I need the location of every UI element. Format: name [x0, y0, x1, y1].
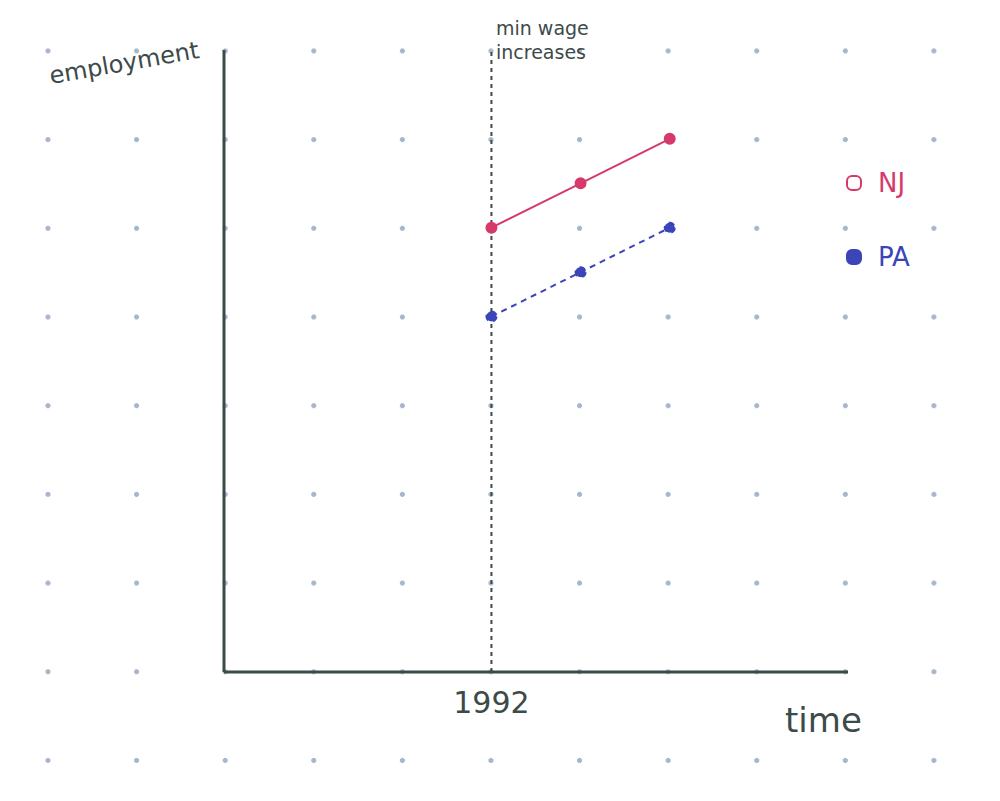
html-text:NJ: NJ	[878, 168, 906, 198]
html-text:time: time	[785, 700, 862, 740]
html-text:min wage increases: min wage increases	[496, 17, 589, 63]
html-text:employment: employment	[47, 36, 202, 90]
svg-text:1992: 1992	[453, 685, 529, 720]
html-text:PA: PA	[878, 242, 910, 272]
